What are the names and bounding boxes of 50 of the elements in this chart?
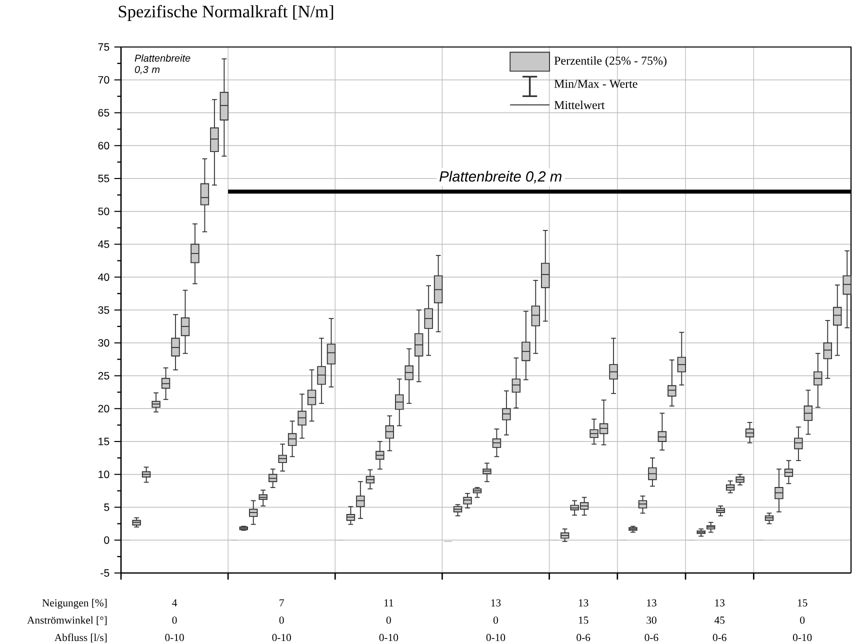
text: 0 (172, 616, 177, 624)
y-tick-label: 45 (98, 240, 110, 248)
y-tick-label: 40 (98, 273, 110, 281)
text: 0-6 (644, 634, 658, 642)
annotation: Mittelwert (554, 100, 605, 110)
text: 30 (646, 616, 656, 624)
text: 11 (384, 599, 394, 606)
legend-label: Perzentile (25% - 75%) (554, 56, 666, 68)
text: 0-10 (272, 634, 291, 642)
y-tick-label: 30 (98, 339, 110, 347)
y-tick-label: 25 (98, 372, 110, 380)
text: 0-6 (712, 634, 726, 642)
text: Anströmwinkel [°] (27, 616, 107, 626)
y-tick-label: 10 (98, 470, 110, 478)
y-tick-label: -5 (100, 569, 110, 577)
text: 4 (172, 599, 178, 606)
text: 13 (491, 599, 501, 606)
text: 0 (386, 616, 391, 624)
text: 0-6 (576, 634, 590, 642)
y-tick-label: 0 (104, 536, 110, 544)
ref-line-label: Plattenbreite 0,2 m (440, 170, 562, 184)
y-tick-label: 20 (98, 404, 110, 412)
text: 0-10 (165, 634, 184, 642)
text: 0 (800, 616, 805, 624)
y-tick-label: 5 (104, 504, 110, 511)
text: Neigungen [%] (42, 598, 107, 609)
text: 7 (280, 599, 284, 606)
text: 0-10 (379, 634, 398, 642)
text: 0-10 (486, 634, 506, 642)
text: 13 (647, 599, 656, 606)
text: 13 (578, 599, 588, 606)
text: 13 (715, 599, 725, 606)
text: 0 (279, 616, 284, 624)
annotation: Plattenbreite 0,3 m (134, 54, 190, 74)
y-tick-label: 60 (98, 142, 110, 150)
text: 15 (578, 616, 588, 624)
text: 45 (714, 616, 725, 624)
y-tick-label: 50 (98, 208, 110, 216)
y-tick-label: 70 (98, 76, 110, 84)
text: 15 (798, 599, 808, 606)
chart-title: Spezifische Normalkraft [N/m] (118, 5, 334, 21)
y-tick-label: 65 (98, 108, 110, 117)
y-tick-label: 15 (98, 438, 110, 446)
y-tick-label: 35 (98, 306, 110, 314)
text: 0 (493, 616, 498, 624)
y-tick-label: 75 (98, 43, 110, 51)
y-tick-label: 55 (98, 174, 110, 182)
annotation: Min/Max - Werte (554, 80, 638, 88)
text: Abfluss [l/s] (54, 633, 107, 642)
text: 0-10 (792, 634, 812, 642)
